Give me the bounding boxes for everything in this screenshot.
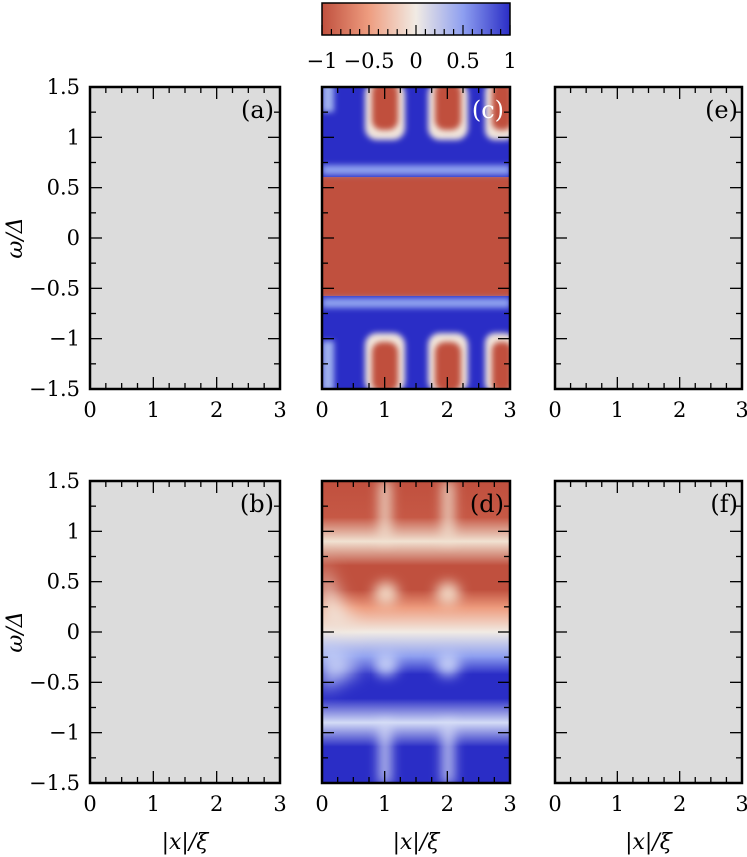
x-tick-label: 0 [83,398,96,422]
x-tick-label: 3 [273,792,286,816]
colorbar-tick-label: −1 [307,49,338,73]
y-axis-title: ω/Δ [3,217,28,258]
y-tick-label: 1 [67,519,80,543]
y-tick-label: 0.5 [47,570,80,594]
x-axis-title: |x|/ξ [162,830,211,855]
colorbar-tick-label: 0 [409,49,422,73]
y-tick-label: −1.5 [29,377,80,401]
y-tick-label: −1 [49,327,80,351]
y-tick-label: 1 [67,125,80,149]
colorbar-tick-label: 1 [503,49,516,73]
panel-label: (e) [705,96,738,124]
x-tick-label: 3 [273,398,286,422]
panel-frame [88,479,282,785]
y-tick-label: −1 [49,721,80,745]
panels [90,87,742,783]
panel-b-area [90,481,280,783]
x-tick-label: 1 [378,398,391,422]
panel-a: 0 1 2 3 1.5 1 0.5 0 −0.5 −1 −1.5 (a) ω/Δ [3,75,287,422]
colorbar: −1 −0.5 0 0.5 1 [307,2,517,73]
x-tick-label: 0 [83,792,96,816]
x-tick-label: 1 [147,792,160,816]
panel-frame [553,85,744,391]
x-tick-label: 1 [611,398,624,422]
x-tick-label: 0 [315,398,328,422]
panel-b: 0 1 2 3 1.5 1 0.5 0 −0.5 −1 −1.5 (b) |x|/ξ ω/Δ [3,469,287,855]
x-tick-label: 2 [673,792,686,816]
panel-c-heatmap [322,87,510,389]
panel-frame [88,85,282,391]
panel-c: 0 1 2 3 (c) [315,85,517,422]
x-tick-label: 3 [503,792,516,816]
y-tick-label: 0.5 [47,176,80,200]
colorbar-ticks [321,25,511,35]
x-tick-label: 2 [441,792,454,816]
panel-label: (f) [710,490,738,518]
y-axis-title: ω/Δ [3,611,28,652]
x-axis-title: |x|/ξ [393,830,442,855]
panel-label: (d) [470,490,504,518]
colorbar-tick-label: −0.5 [344,49,395,73]
axes: 0 1 2 31.510.50−0.5−1−1.5(a)ω/Δ0 1 2 31.510.50… [3,75,747,855]
panel-a-area [90,87,280,389]
panel-c-gap-band [322,177,510,296]
x-tick-label: 3 [735,398,747,422]
colorbar-tick-label: 0.5 [446,49,479,73]
panel-f-area [555,481,742,783]
panel-label: (b) [240,490,274,518]
panel-f: 0 1 2 3 (f) |x|/ξ [548,479,747,855]
x-tick-label: 0 [315,792,328,816]
x-tick-label: 2 [210,398,223,422]
x-tick-label: 3 [735,792,747,816]
y-tick-label: 1.5 [47,75,80,99]
panel-d-heatmap [322,481,510,783]
panel-e-area [555,87,742,389]
x-tick-label: 0 [548,398,561,422]
panel-d: 0 1 2 3 (d) |x|/ξ [315,479,517,855]
panel-frame [320,85,512,391]
panel-e: 0 1 2 3 (e) [548,85,747,422]
x-tick-label: 0 [548,792,561,816]
colorbar-tick-labels: −1 −0.5 0 0.5 1 [307,49,517,73]
y-tick-label: −0.5 [29,276,80,300]
x-tick-label: 2 [210,792,223,816]
panel-frame [320,479,512,785]
y-tick-label: −1.5 [29,771,80,795]
x-tick-label: 2 [673,398,686,422]
y-tick-label: 0 [67,620,80,644]
panel-frame [553,479,744,785]
y-tick-label: 0 [67,226,80,250]
x-tick-label: 3 [503,398,516,422]
panel-label: (a) [241,96,274,124]
x-tick-label: 1 [378,792,391,816]
y-tick-label: 1.5 [47,469,80,493]
x-tick-label: 2 [441,398,454,422]
y-tick-label: −0.5 [29,670,80,694]
x-tick-label: 1 [147,398,160,422]
x-tick-label: 1 [611,792,624,816]
x-axis-title: |x|/ξ [625,830,674,855]
panel-label: (c) [472,96,504,124]
